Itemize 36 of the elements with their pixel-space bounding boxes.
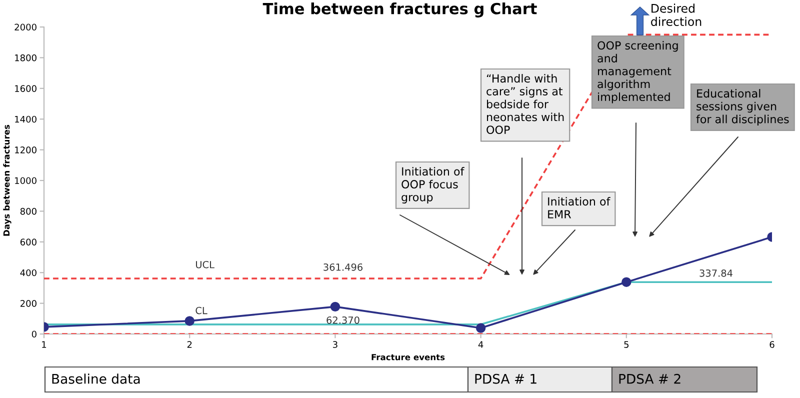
chart-title: Time between fractures g Chart [262, 2, 537, 18]
y-tick-label: 400 [20, 269, 36, 276]
annotation: OOP screening and management algorithm implemented [598, 41, 678, 104]
annotation: 62.370 [326, 316, 360, 324]
y-tick-label: 1200 [15, 146, 36, 154]
y-tick-label: 2000 [14, 24, 36, 31]
point [330, 302, 340, 312]
y-tick-label: 600 [20, 238, 36, 246]
y-tick-label: 0 [32, 330, 36, 338]
series-label: UCL [196, 260, 214, 268]
y-tick-label: 800 [20, 208, 36, 215]
annotation: “Handle with care” signs at bedside for neonates with OOP [486, 74, 564, 134]
y-tick-label: 1800 [15, 54, 36, 62]
annotation: Educational sessions given for all disciplines [696, 89, 789, 126]
y-tick-label: 1600 [15, 85, 36, 92]
x-tick-label: 3 [333, 341, 338, 348]
y-tick-label: 1000 [15, 177, 36, 184]
x-tick-label: 5 [624, 341, 628, 348]
annotation: Initiation of EMR [548, 197, 610, 218]
x-tick-label: 6 [770, 341, 774, 348]
y-axis-title: Days between fractures [3, 124, 12, 236]
x-tick-label: 4 [478, 341, 484, 348]
text: PDSA # 1 [475, 374, 536, 384]
annotation: Initiation of OOP focus group [402, 167, 464, 204]
text: Baseline data [52, 374, 140, 384]
text: Desired direction [651, 4, 702, 26]
x-axis-title: Fracture events [372, 354, 445, 360]
annotation: 337.84 [700, 269, 732, 277]
y-tick-label: 200 [20, 300, 36, 307]
point [476, 323, 486, 333]
annotation: 361.496 [324, 263, 362, 271]
text: PDSA # 2 [619, 374, 680, 384]
x-tick-label: 1 [42, 341, 46, 348]
series-label: CL [196, 306, 208, 314]
y-tick-label: 1400 [15, 116, 36, 123]
x-tick-label: 2 [187, 341, 192, 348]
